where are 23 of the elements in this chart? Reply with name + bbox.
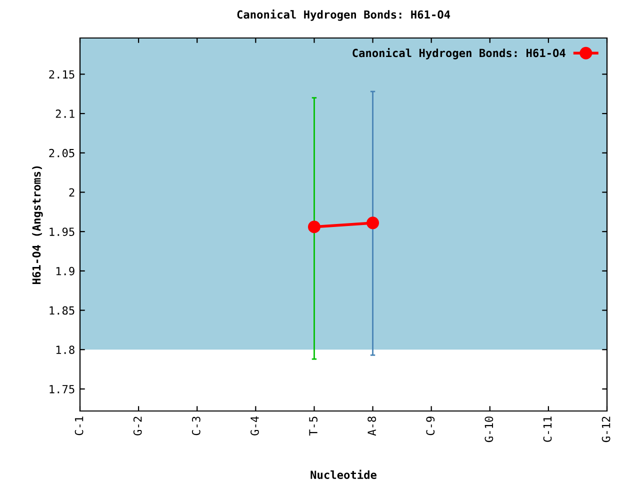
x-tick-label: T-5 [309, 416, 318, 436]
x-tick-label: C-3 [192, 416, 200, 436]
x-axis-title: Nucleotide [310, 470, 376, 479]
y-tick-label: 1.8 [56, 346, 74, 354]
y-tick-label: 2 [69, 188, 74, 196]
y-tick-label: 1.75 [50, 385, 74, 394]
chart-title: Canonical Hydrogen Bonds: H61-O4 [237, 10, 450, 21]
x-tick-label: C-11 [543, 416, 552, 442]
y-tick-label: 2.15 [49, 70, 74, 79]
y-tick-label: 1.9 [56, 266, 74, 276]
x-tick-label: C-1 [74, 416, 84, 436]
y-tick-label: 2.05 [49, 148, 74, 158]
y-tick-label: 1.95 [50, 228, 74, 236]
x-tick-label: G-4 [250, 416, 259, 436]
y-tick-label: 1.85 [50, 306, 74, 315]
x-tick-label: A-8 [368, 416, 376, 436]
legend-label: Canonical Hydrogen Bonds: H61-O4 [352, 48, 566, 60]
x-tick-label: G-2 [133, 416, 142, 436]
x-tick-label: C-9 [426, 416, 435, 436]
y-tick-label: 2.1 [56, 110, 74, 118]
y-axis-title: H61-O4 (Angstroms) [32, 166, 43, 284]
x-tick-label: G-12 [602, 416, 610, 442]
x-tick-label: G-10 [484, 416, 494, 442]
